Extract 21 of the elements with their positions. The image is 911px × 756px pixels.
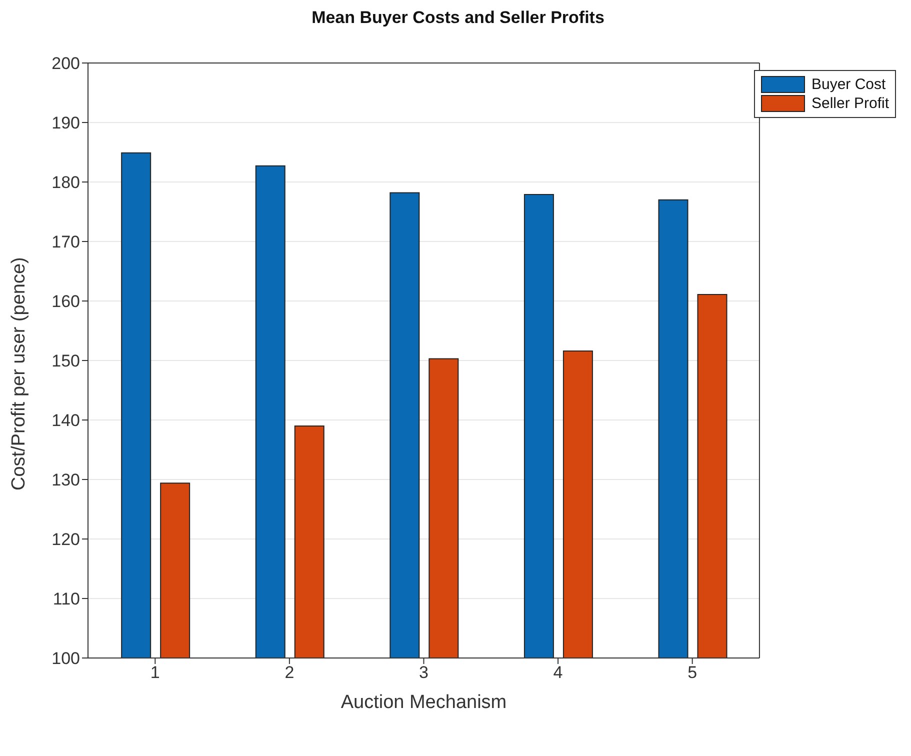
x-axis-title: Auction Mechanism [340,692,507,713]
x-tick-label: 2 [284,663,294,682]
y-tick-label: 190 [52,114,80,133]
y-axis-title: Cost/Profit per user (pence) [8,257,30,490]
y-tick-label: 150 [52,352,80,371]
y-tick-label: 170 [52,232,80,252]
y-tick-label: 110 [52,590,80,609]
x-tick-label: 5 [688,663,698,682]
legend-label: Buyer Cost [810,76,887,93]
y-tick-label: 200 [52,54,80,74]
y-tick-label: 100 [52,649,80,668]
y-tick-label: 130 [52,470,80,490]
x-tick-label: 1 [150,663,160,682]
chart-title: Mean Buyer Costs and Seller Profits [310,8,606,29]
y-tick-label: 120 [52,530,80,550]
x-tick-label: 4 [553,663,563,682]
y-tick-label: 180 [52,173,80,192]
y-tick-label: 160 [52,292,80,312]
x-tick-label: 3 [419,663,428,682]
y-tick-label: 140 [52,411,80,430]
legend-label: Seller Profit [810,95,889,112]
